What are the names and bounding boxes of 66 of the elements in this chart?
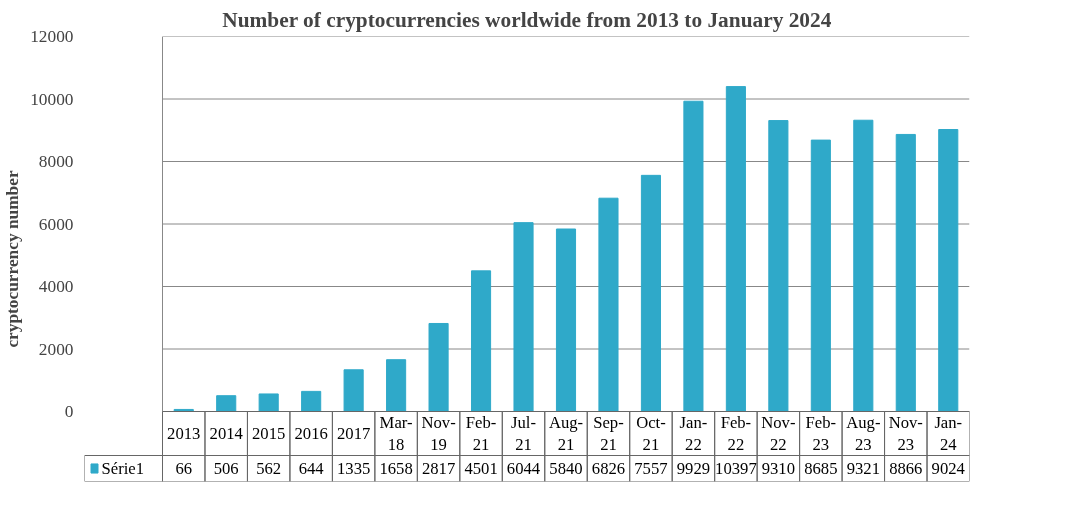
x-tick-label: 2014 xyxy=(209,424,244,443)
y-tick-label: 0 xyxy=(64,402,74,421)
x-tick-label: Oct-21 xyxy=(636,413,666,454)
x-tick-label: Feb-23 xyxy=(805,413,837,454)
data-label: 9024 xyxy=(931,459,966,478)
y-tick-label: 4000 xyxy=(38,277,74,296)
x-tick-label: 2017 xyxy=(336,424,371,443)
data-label: 4501 xyxy=(464,459,498,478)
chart-title: Number of cryptocurrencies worldwide from 2013 to January 2024 xyxy=(222,7,832,32)
x-tick-label: Nov-22 xyxy=(761,413,796,454)
y-tick-label: 8000 xyxy=(38,152,74,171)
bar xyxy=(895,133,916,412)
y-tick-label: 12000 xyxy=(30,27,74,46)
x-tick-label: Sep-21 xyxy=(593,413,624,454)
x-tick-label: Jan-24 xyxy=(934,413,963,454)
x-tick-label: Feb-21 xyxy=(465,413,497,454)
bar xyxy=(853,119,874,412)
data-label: 5840 xyxy=(549,459,583,478)
bar xyxy=(683,100,704,412)
x-tick-label: 2015 xyxy=(252,424,286,443)
bar xyxy=(301,390,322,412)
data-label: 6044 xyxy=(506,459,541,478)
bar xyxy=(216,395,237,412)
y-tick-label: 6000 xyxy=(38,214,74,234)
x-tick-label: Nov-19 xyxy=(421,413,456,454)
bar xyxy=(725,86,746,412)
data-label: 6826 xyxy=(591,459,626,478)
bar xyxy=(513,222,534,412)
bar xyxy=(938,129,959,412)
data-label: 644 xyxy=(298,459,325,478)
data-label: 1658 xyxy=(379,459,413,478)
x-tick-label: Mar-18 xyxy=(379,413,413,454)
data-label: 8866 xyxy=(889,459,923,478)
bar xyxy=(386,359,407,412)
legend-label: Série1 xyxy=(101,459,145,478)
x-tick-label: 2016 xyxy=(294,424,328,443)
x-tick-label: Aug-23 xyxy=(846,413,881,454)
bar xyxy=(471,270,492,412)
y-axis-title: cryptocurrency number xyxy=(3,170,23,348)
bar xyxy=(258,393,279,412)
bar xyxy=(640,174,661,412)
x-tick-label: Jan-22 xyxy=(679,413,708,454)
bar xyxy=(598,197,619,412)
x-tick-label: Nov-23 xyxy=(888,413,923,454)
data-label: 9321 xyxy=(846,459,880,478)
data-label: 8685 xyxy=(804,459,838,478)
data-label: 9310 xyxy=(761,459,796,478)
y-tick-label: 2000 xyxy=(38,339,74,359)
data-label: 7557 xyxy=(634,459,668,478)
data-label: 9929 xyxy=(676,459,711,478)
y-tick-label: 10000 xyxy=(30,89,74,109)
bar xyxy=(555,228,577,412)
bar xyxy=(343,369,364,412)
x-tick-label: Jul-21 xyxy=(511,413,537,454)
x-tick-label: 2013 xyxy=(167,424,201,443)
bar xyxy=(768,120,789,412)
bar xyxy=(428,322,449,412)
x-tick-label: Aug-21 xyxy=(548,413,584,454)
data-label: 1335 xyxy=(336,459,371,478)
data-label: 66 xyxy=(175,459,193,478)
data-label: 10397 xyxy=(715,459,757,478)
data-label: 2817 xyxy=(421,459,456,478)
data-label: 506 xyxy=(213,459,239,478)
data-label: 562 xyxy=(256,459,282,478)
bar xyxy=(810,139,831,412)
x-tick-label: Feb-22 xyxy=(720,413,752,454)
